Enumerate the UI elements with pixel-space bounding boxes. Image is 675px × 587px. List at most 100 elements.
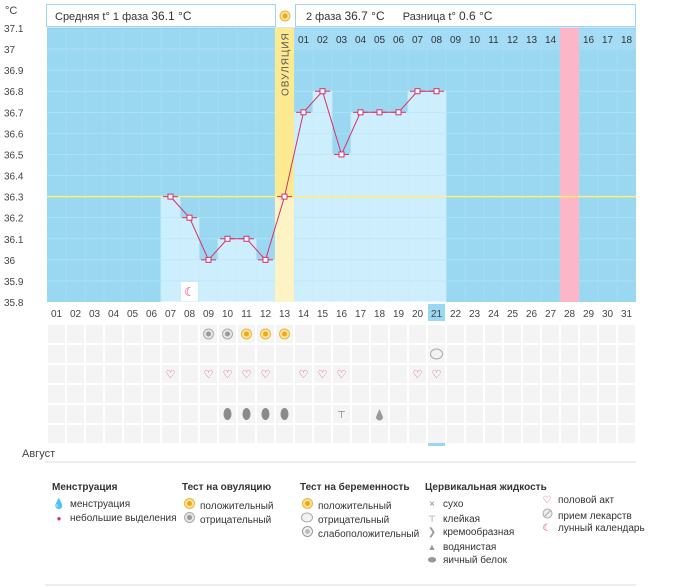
month-label: Август <box>22 448 56 460</box>
marker-cell <box>447 405 464 423</box>
marker-cell <box>580 325 597 343</box>
marker-cell <box>428 405 445 423</box>
marker-cell <box>67 405 84 423</box>
legend-item: положительный <box>200 501 274 512</box>
marker-cell <box>618 405 635 423</box>
y-tick-label: 36.5 <box>4 150 24 161</box>
heart-icon: ♡ <box>542 495 552 506</box>
cycle-day-label: 16 <box>583 35 595 46</box>
x-tick-label: 11 <box>241 309 252 320</box>
marker-cell <box>143 345 160 363</box>
marker-cell <box>181 325 198 343</box>
marker-cell <box>561 325 578 343</box>
marker-cell <box>162 345 179 363</box>
marker-cell <box>333 345 350 363</box>
marker-cell <box>143 425 160 443</box>
marker-cell <box>390 425 407 443</box>
marker-cell <box>105 385 122 403</box>
x-tick-label: 19 <box>393 309 405 320</box>
marker-cell <box>580 345 597 363</box>
temperature-point <box>205 256 212 263</box>
marker-cell <box>105 405 122 423</box>
marker-cell <box>466 405 483 423</box>
difference-value: 0.6 °C <box>458 9 493 23</box>
marker-cell <box>523 325 540 343</box>
legend-other: ♡ половой акт прием лекарств ☾ лунный кале… <box>540 494 645 536</box>
cycle-day-label: 05 <box>374 35 386 46</box>
today-highlight <box>428 304 445 321</box>
marker-cell <box>580 385 597 403</box>
cycle-day-label: 03 <box>336 35 348 46</box>
marker-cell <box>257 425 274 443</box>
legend-item: сухо <box>443 499 464 510</box>
marker-cell <box>200 365 217 383</box>
marker-cell <box>352 425 369 443</box>
marker-cell <box>371 425 388 443</box>
heart-icon: ♡ <box>242 369 252 381</box>
marker-cell <box>390 325 407 343</box>
marker-cell <box>143 325 160 343</box>
y-tick-label: 36.4 <box>4 172 24 183</box>
marker-cell <box>124 365 141 383</box>
ovulation-negative-icon-center <box>225 331 230 337</box>
heart-icon: ♡ <box>337 369 347 381</box>
marker-cell <box>219 365 236 383</box>
marker-cell <box>295 425 312 443</box>
marker-cell <box>447 365 464 383</box>
watery-icon: ▲ <box>427 542 437 552</box>
x-tick-label: 05 <box>127 309 139 320</box>
marker-cell <box>48 345 65 363</box>
marker-cell <box>105 425 122 443</box>
marker-cell <box>390 405 407 423</box>
x-tick-label: 03 <box>89 309 101 320</box>
marker-cell <box>333 405 350 423</box>
temperature-point <box>300 109 307 116</box>
marker-cell <box>238 365 255 383</box>
temperature-bar <box>388 111 409 303</box>
marker-cell <box>466 345 483 363</box>
marker-cell <box>428 425 445 443</box>
marker-cell <box>162 365 179 383</box>
marker-cell <box>314 405 331 423</box>
marker-cell <box>295 325 312 343</box>
y-tick-label: 36.3 <box>4 193 24 204</box>
x-tick-label: 02 <box>70 309 82 320</box>
marker-cell <box>67 385 84 403</box>
x-tick-label: 24 <box>488 309 500 320</box>
marker-cell <box>466 325 483 343</box>
cycle-day-label: 01 <box>298 35 310 46</box>
marker-cell <box>428 385 445 403</box>
marker-cell <box>295 405 312 423</box>
marker-cell <box>485 365 502 383</box>
marker-cell <box>485 345 502 363</box>
marker-cell <box>200 385 217 403</box>
unit-label: °C <box>5 5 17 17</box>
y-tick-label: 37.1 <box>4 24 24 35</box>
marker-cell <box>390 365 407 383</box>
marker-cell <box>352 385 369 403</box>
marker-cell <box>181 345 198 363</box>
temperature-bar <box>236 238 257 303</box>
cycle-day-label: 07 <box>412 35 424 46</box>
x-tick-label: 04 <box>108 309 120 320</box>
temperature-point <box>186 214 193 221</box>
moon-marker-box <box>181 282 198 301</box>
legend-item: клейкая <box>443 514 481 525</box>
marker-cell <box>618 345 635 363</box>
temperature-bar <box>350 111 371 303</box>
temperature-point <box>281 193 288 200</box>
ovulation-positive-icon <box>182 498 196 514</box>
marker-cell <box>561 365 578 383</box>
marker-cell <box>542 345 559 363</box>
ovulation-sun-icon-center <box>282 13 288 19</box>
egg-white-icon: ⬬ <box>427 555 437 566</box>
egg-white-icon <box>223 408 232 420</box>
temperature-point <box>262 256 269 263</box>
y-tick-label: 36.7 <box>4 108 24 119</box>
legend-item: отрицательный <box>318 515 390 526</box>
ovulation-column-fill <box>275 196 294 302</box>
x-tick-label: 22 <box>450 309 462 320</box>
marker-cell <box>504 345 521 363</box>
temperature-bar <box>331 154 352 303</box>
marker-cell <box>542 385 559 403</box>
